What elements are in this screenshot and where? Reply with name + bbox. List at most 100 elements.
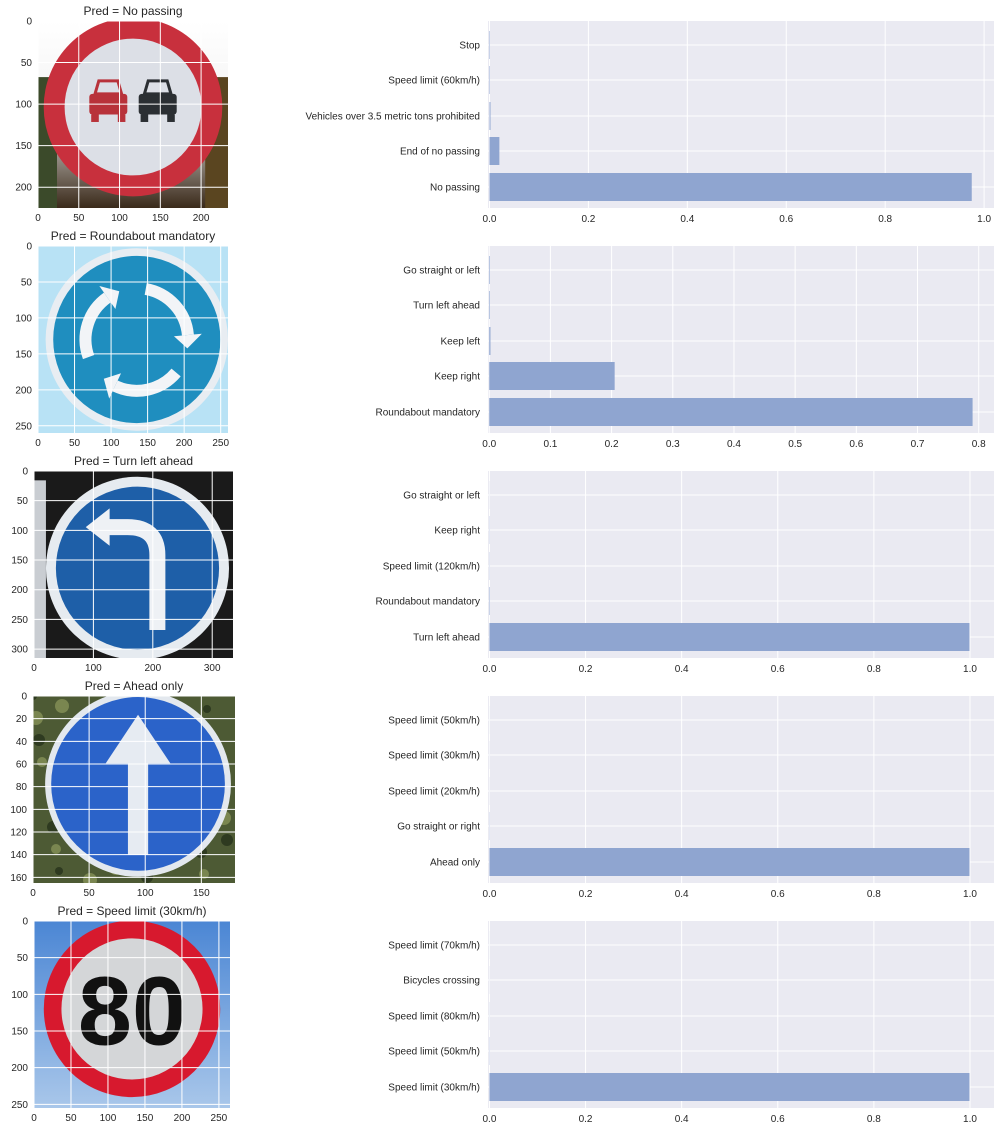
image-xtick-label: 0: [31, 663, 37, 674]
image-ytick-label: 200: [15, 183, 32, 194]
bar-chart: 0.0 0.2 0.4 0.6 0.8 1.0 Turn left ahead Roundab…: [375, 471, 994, 675]
chart-xtick-label: 0.0: [482, 439, 496, 450]
bar: [489, 173, 972, 201]
chart-category-label: Speed limit (30km/h): [388, 1083, 480, 1094]
image-ytick-label: 200: [15, 385, 32, 396]
chart-category-label: Go straight or left: [403, 266, 480, 277]
image-xtick-label: 50: [84, 888, 96, 899]
image-ytick-label: 0: [26, 17, 32, 28]
chart-xtick-label: 0.4: [727, 439, 741, 450]
chart-category-label: Speed limit (70km/h): [388, 941, 480, 952]
bar: [489, 848, 970, 876]
image-ytick-label: 0: [22, 917, 28, 928]
image-panel: Pred = Speed limit (30km/h) 80 0 50 100 150 20…: [11, 904, 230, 1124]
bar: [489, 327, 491, 355]
image-xtick-label: 150: [139, 438, 156, 449]
image-ytick-label: 0: [21, 692, 27, 703]
chart-xtick-label: 1.0: [963, 1114, 977, 1125]
chart-xtick-label: 0.8: [867, 664, 881, 675]
image-ytick-label: 0: [26, 242, 32, 253]
image-xtick-label: 100: [103, 438, 120, 449]
sign-face: [55, 486, 220, 650]
chart-xtick-label: 0.6: [779, 214, 793, 225]
image-xtick-label: 200: [193, 213, 210, 224]
chart-xtick-label: 0.4: [675, 889, 689, 900]
chart-category-label: Speed limit (50km/h): [388, 1047, 480, 1058]
image-xtick-label: 300: [204, 663, 221, 674]
image-ytick-label: 150: [11, 1027, 28, 1038]
image-ytick-label: 150: [15, 349, 32, 360]
image-xtick-label: 50: [69, 438, 81, 449]
chart-xtick-label: 0.0: [482, 664, 496, 675]
sign-face: [64, 38, 202, 176]
sign-face: [53, 255, 221, 424]
chart-category-label: Bicycles crossing: [403, 976, 480, 987]
chart-xtick-label: 0.2: [579, 664, 593, 675]
chart-category-label: Keep left: [441, 337, 481, 348]
chart-xtick-label: 0.4: [675, 664, 689, 675]
chart-category-label: Keep right: [434, 372, 480, 383]
image-xtick-label: 0: [35, 213, 41, 224]
image-xtick-label: 150: [193, 888, 210, 899]
chart-category-label: End of no passing: [400, 147, 480, 158]
chart-xtick-label: 0.2: [605, 439, 619, 450]
chart-xtick-label: 0.8: [878, 214, 892, 225]
chart-xtick-label: 0.0: [482, 889, 496, 900]
image-xtick-label: 250: [211, 1113, 228, 1124]
chart-category-label: Speed limit (30km/h): [388, 751, 480, 762]
chart-category-label: Go straight or right: [397, 822, 480, 833]
image-panel: Pred = Ahead only 0 50 100 150 0 20 40 60 80 100 12…: [10, 679, 235, 899]
chart-xtick-label: 0.6: [849, 439, 863, 450]
chart-xtick-label: 0.8: [867, 1114, 881, 1125]
image-xtick-label: 50: [65, 1113, 77, 1124]
bar: [489, 256, 490, 284]
chart-category-label: Speed limit (20km/h): [388, 787, 480, 798]
sign-image: [38, 246, 228, 433]
sign-image: [33, 696, 235, 883]
chart-category-label: Speed limit (80km/h): [388, 1012, 480, 1023]
image-panel: Pred = No passing 0 50 100 150 200 0 50 100 150 20…: [15, 4, 228, 224]
bar: [489, 137, 500, 165]
chart-xtick-label: 0.8: [867, 889, 881, 900]
turn-left-arrow-icon: [105, 519, 166, 630]
chart-xtick-label: 0.2: [579, 889, 593, 900]
chart-category-label: Speed limit (60km/h): [388, 76, 480, 87]
sign-face: [61, 938, 203, 1080]
chart-xtick-label: 0.6: [771, 664, 785, 675]
image-ytick-label: 80: [16, 782, 28, 793]
bar: [489, 291, 490, 319]
ahead-arrow-icon: [127, 752, 149, 855]
chart-xtick-label: 0.7: [911, 439, 925, 450]
bar: [489, 398, 973, 426]
image-xtick-label: 150: [137, 1113, 154, 1124]
sign-image: 80: [34, 921, 230, 1108]
chart-category-label: Roundabout mandatory: [375, 408, 480, 419]
roundabout-arrow-icon: [79, 292, 112, 360]
chart-category-label: Go straight or left: [403, 491, 480, 502]
chart-xtick-label: 0.3: [666, 439, 680, 450]
chart-xtick-label: 0.4: [675, 1114, 689, 1125]
chart-xtick-label: 1.0: [963, 889, 977, 900]
image-ytick-label: 120: [10, 828, 27, 839]
chart-category-label: Keep right: [434, 526, 480, 537]
image-ytick-label: 250: [15, 421, 32, 432]
image-title: Pred = Turn left ahead: [74, 454, 193, 468]
sign-image: [38, 21, 228, 208]
image-ytick-label: 20: [16, 714, 28, 725]
chart-xtick-label: 0.0: [482, 1114, 496, 1125]
chart-xtick-label: 0.6: [771, 1114, 785, 1125]
bar: [489, 102, 491, 130]
image-panel: Pred = Roundabout mandatory 0 50 100 150 200 2…: [15, 229, 229, 449]
image-xtick-label: 100: [85, 663, 102, 674]
image-ytick-label: 200: [11, 1063, 28, 1074]
chart-category-label: Turn left ahead: [413, 301, 480, 312]
image-ytick-label: 50: [21, 277, 33, 288]
bar-chart: 0.0 0.2 0.4 0.6 0.8 1.0 No passing End of no pa…: [305, 21, 994, 225]
image-ytick-label: 300: [11, 645, 28, 656]
image-ytick-label: 0: [22, 467, 28, 478]
chart-category-label: Roundabout mandatory: [375, 597, 480, 608]
image-title: Pred = Ahead only: [85, 679, 183, 693]
chart-xtick-label: 0.8: [972, 439, 986, 450]
image-ytick-label: 50: [17, 953, 29, 964]
